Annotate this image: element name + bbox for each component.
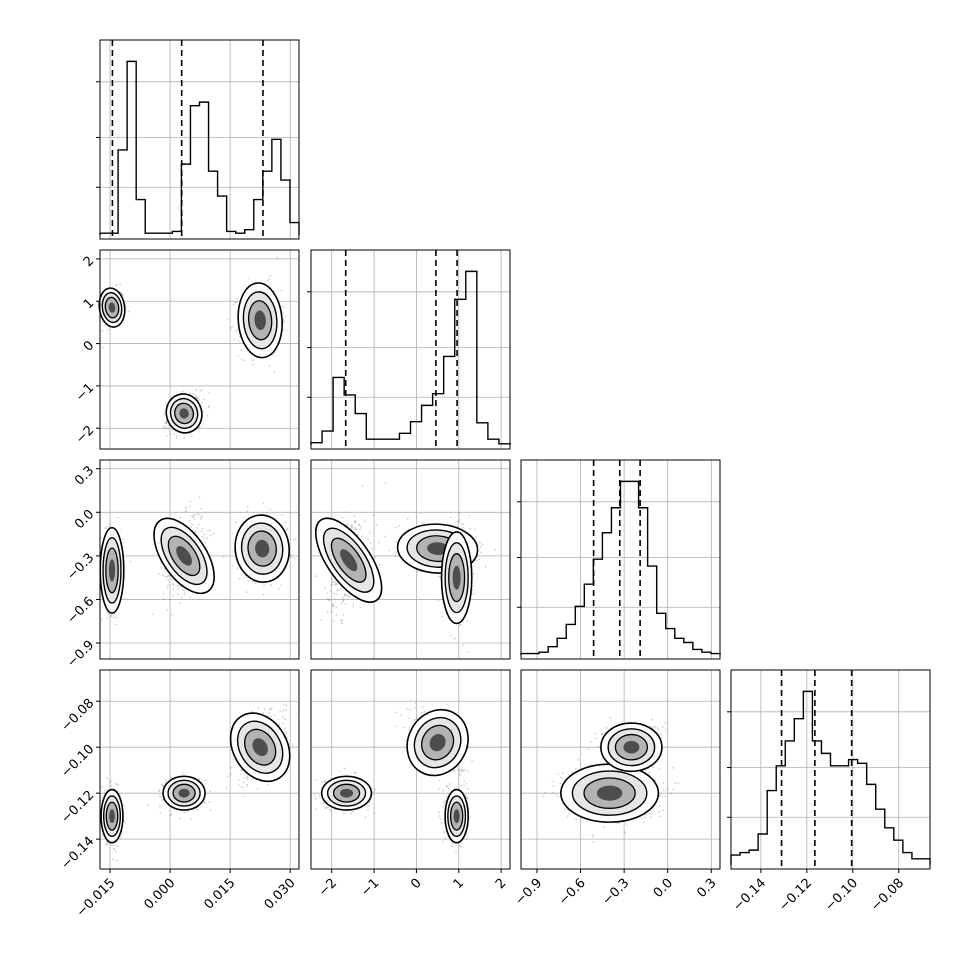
x-tick-label-2-4: 0.3 xyxy=(694,876,719,901)
x-tick-label-0-0: −0.015 xyxy=(74,876,119,921)
scatter-panel-0-3-contour-2 xyxy=(229,712,291,783)
y-tick-label-2-0: −0.9 xyxy=(64,638,97,671)
scatter-panel-2-3-contour-0 xyxy=(559,763,660,823)
y-tick-label-3-1: −0.12 xyxy=(59,788,98,827)
x-tick-label-0-1: 0.000 xyxy=(141,876,178,913)
x-tick-label-3-3: −0.08 xyxy=(868,876,907,915)
scatter-panel-0-3-contour-0 xyxy=(100,788,124,844)
x-tick-label-1-3: 1 xyxy=(451,876,467,892)
scatter-panel-0-3-frame xyxy=(99,669,300,870)
scatter-panel-1-2-frame xyxy=(310,459,511,660)
y-tick-label-2-2: −0.3 xyxy=(64,551,97,584)
scatter-panel-0-1-contour-0 xyxy=(98,287,126,328)
scatter-panel-0-2-contour-2 xyxy=(234,514,290,583)
x-tick-label-1-1: −1 xyxy=(358,876,382,900)
scatter-panel-1-3-contour-0 xyxy=(320,775,373,811)
x-tick-label-2-3: 0.0 xyxy=(651,876,676,901)
scatter-panel-0-1-contour-1 xyxy=(165,393,203,434)
hist-panel-1-bg xyxy=(311,250,510,449)
scatter-panel-0-2-frame xyxy=(99,459,300,660)
hist-panel-2-frame xyxy=(520,459,721,660)
hist-panel-0-frame xyxy=(99,39,300,240)
y-tick-label-2-3: 0.0 xyxy=(72,507,97,532)
hist-panel-2-grid xyxy=(521,460,720,659)
y-tick-label-3-3: −0.08 xyxy=(59,696,98,735)
scatter-panel-2-3-frame xyxy=(520,669,721,870)
scatter-panel-1-3-contour-2 xyxy=(444,788,470,844)
scatter-panel-0-3-contour-1 xyxy=(162,775,206,811)
scatter-panel-1-2-contour-0 xyxy=(314,517,383,603)
x-tick-label-0-3: 0.030 xyxy=(262,876,299,913)
x-tick-label-2-2: −0.3 xyxy=(599,876,632,909)
hist-panel-0-step xyxy=(99,60,300,235)
y-tick-label-1-0: −2 xyxy=(73,423,97,447)
y-tick-label-2-1: −0.6 xyxy=(64,594,97,627)
y-tick-label-1-2: 0 xyxy=(81,338,97,354)
scatter-panel-0-2-contour-0 xyxy=(99,526,125,614)
hist-panel-3-grid xyxy=(731,670,930,869)
scatter-panel-1-3-bg xyxy=(311,670,510,869)
scatter-panel-0-1-contour-2 xyxy=(237,282,283,359)
y-tick-label-3-0: −0.14 xyxy=(59,834,98,873)
x-tick-label-1-0: −2 xyxy=(316,876,340,900)
y-tick-label-1-4: 2 xyxy=(81,254,97,270)
scatter-panel-0-2-contour-1 xyxy=(153,517,215,595)
hist-panel-1-step xyxy=(310,270,511,445)
hist-panel-0-grid xyxy=(100,40,299,239)
scatter-panel-1-3-contour-1 xyxy=(406,709,469,777)
hist-panel-3-frame xyxy=(730,669,931,870)
hist-panel-3-bg xyxy=(731,670,930,869)
hist-panel-0-bg xyxy=(100,40,299,239)
scatter-panel-0-1-frame xyxy=(99,249,300,450)
y-tick-label-2-4: 0.3 xyxy=(72,463,97,488)
hist-panel-3-step xyxy=(730,690,931,865)
x-tick-label-1-4: 2 xyxy=(493,876,509,892)
scatter-panel-2-3-contour-1 xyxy=(600,722,663,773)
scatter-panel-1-3-frame xyxy=(310,669,511,870)
hist-panel-1-frame xyxy=(310,249,511,450)
x-tick-label-3-0: −0.14 xyxy=(730,876,769,915)
x-tick-label-3-2: −0.10 xyxy=(822,876,861,915)
x-tick-label-0-2: 0.015 xyxy=(202,876,239,913)
x-tick-label-1-2: 0 xyxy=(408,876,424,892)
x-tick-label-2-1: −0.6 xyxy=(556,876,589,909)
scatter-panel-1-2-contour-2 xyxy=(440,531,473,625)
y-tick-label-1-1: −1 xyxy=(73,381,97,405)
x-tick-label-2-0: −0.9 xyxy=(512,876,545,909)
x-tick-label-3-1: −0.12 xyxy=(776,876,815,915)
y-tick-label-3-2: −0.10 xyxy=(59,742,98,781)
y-tick-label-1-3: 1 xyxy=(81,296,97,312)
